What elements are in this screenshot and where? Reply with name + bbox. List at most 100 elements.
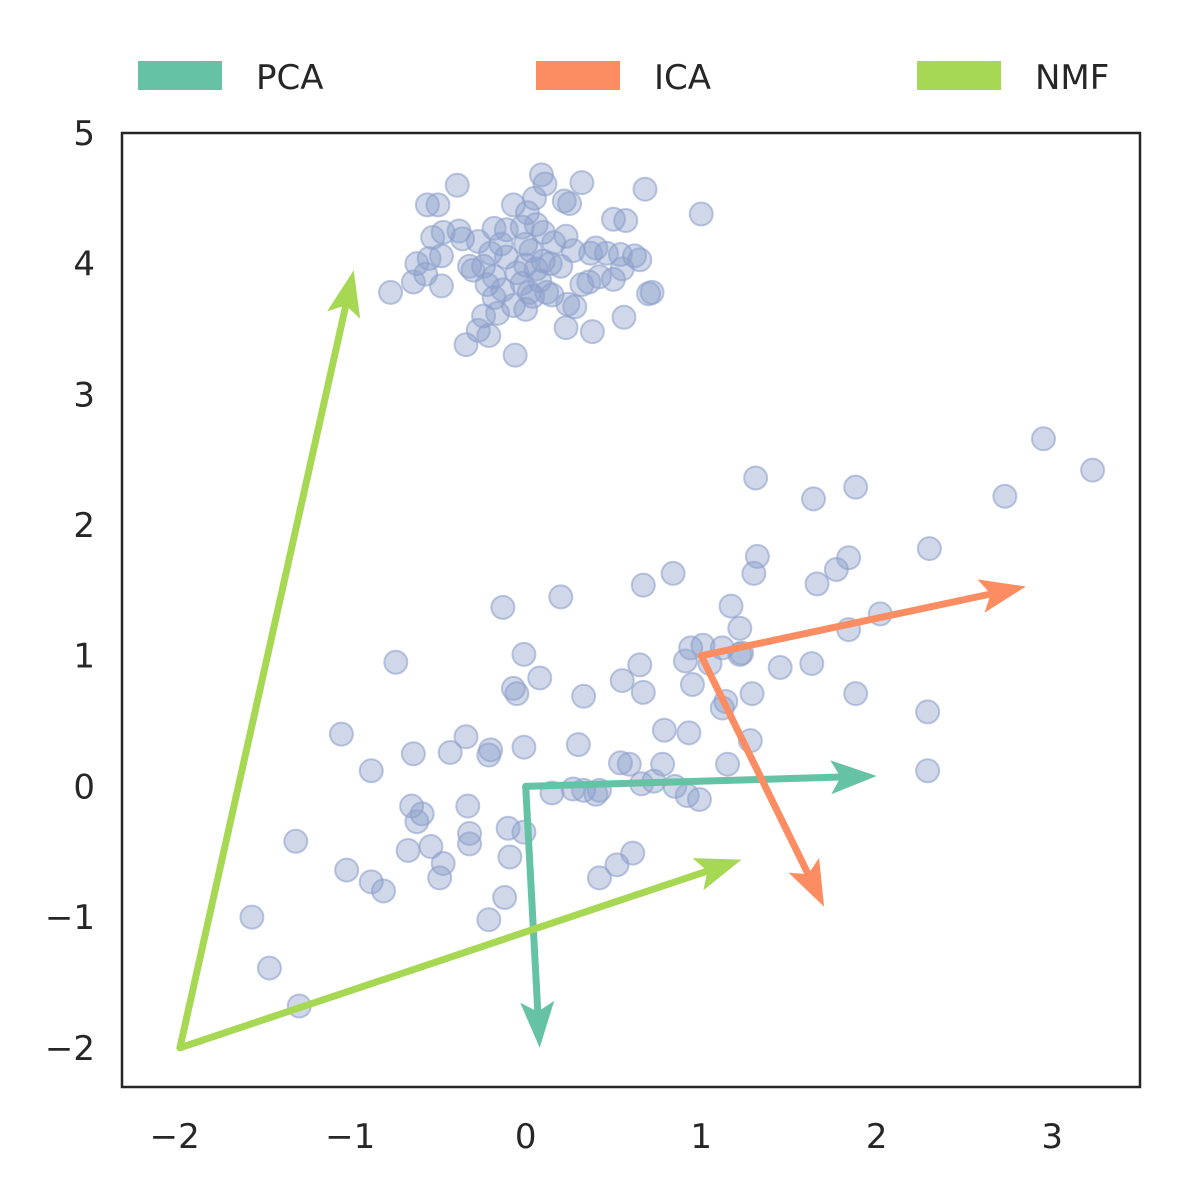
scatter-point xyxy=(823,556,849,582)
scatter-point xyxy=(651,717,677,743)
x-tick-label: −2 xyxy=(150,1117,200,1157)
scatter-point xyxy=(513,296,539,322)
scatter-point xyxy=(457,253,483,279)
vector-shaft-nmf xyxy=(176,867,711,1052)
scatter-point xyxy=(427,865,453,891)
scatter-point xyxy=(627,652,653,678)
scatter-point xyxy=(565,732,591,758)
scatter-point xyxy=(476,907,502,933)
scatter-points xyxy=(239,162,1106,1019)
x-tick-label: 3 xyxy=(1041,1117,1063,1157)
scatter-point xyxy=(727,615,753,641)
scatter-point xyxy=(457,820,483,846)
scatter-point xyxy=(492,885,518,911)
legend-swatch-nmf xyxy=(917,61,1001,90)
scatter-point xyxy=(616,751,642,777)
vector-shaft-ica xyxy=(697,590,995,660)
scatter-point xyxy=(676,720,702,746)
scatter-point xyxy=(414,192,440,218)
scatter-point xyxy=(607,750,633,776)
scatter-point xyxy=(718,593,744,619)
scatter-point xyxy=(334,857,360,883)
scatter-point xyxy=(992,483,1018,509)
y-tick-label: 2 xyxy=(73,506,95,546)
y-tick-label: −2 xyxy=(45,1029,95,1069)
vector-arrowhead-pca xyxy=(520,1000,555,1048)
scatter-point xyxy=(600,266,626,292)
scatter-point xyxy=(630,679,656,705)
scatter-point xyxy=(553,223,579,249)
scatter-point xyxy=(474,272,500,298)
y-tick-label: 4 xyxy=(73,245,95,285)
scatter-point xyxy=(358,758,384,784)
scatter-point xyxy=(453,332,479,358)
scatter-point xyxy=(679,671,705,697)
scatter-point xyxy=(604,852,630,878)
y-tick-label: 5 xyxy=(73,114,95,154)
scatter-point xyxy=(804,571,830,597)
scatter-point xyxy=(256,955,282,981)
scatter-point xyxy=(799,651,825,677)
legend-label-pca: PCA xyxy=(256,58,324,98)
scatter-point xyxy=(455,793,481,819)
scatter-point xyxy=(557,191,583,217)
y-tick-label: 1 xyxy=(73,637,95,677)
scatter-point xyxy=(239,904,265,930)
scatter-point xyxy=(843,681,869,707)
scatter-point xyxy=(569,170,595,196)
scatter-point xyxy=(500,192,526,218)
scatter-point xyxy=(428,243,454,269)
scatter-point xyxy=(553,315,579,341)
scatter-point xyxy=(418,834,444,860)
scatter-point xyxy=(688,201,714,227)
scatter-point xyxy=(395,837,421,863)
scatter-point xyxy=(497,844,523,870)
scatter-point xyxy=(450,226,476,252)
scatter-point xyxy=(430,851,456,877)
scatter-point xyxy=(576,269,602,295)
scatter-point xyxy=(400,741,426,767)
vector-shaft-ica xyxy=(697,652,812,878)
scatter-point xyxy=(801,486,827,512)
scatter-point xyxy=(502,342,528,368)
scatter-point xyxy=(686,786,712,812)
scatter-point xyxy=(579,319,605,345)
x-tick-label: −1 xyxy=(325,1117,375,1157)
scatter-point xyxy=(571,683,597,709)
scatter-point xyxy=(371,878,397,904)
scatter-point xyxy=(613,208,639,234)
x-axis-ticks: −2 −1 0 1 2 3 xyxy=(150,1117,1063,1157)
y-tick-label: −1 xyxy=(45,898,95,938)
scatter-point xyxy=(428,273,454,299)
scatter-point xyxy=(328,721,354,747)
scatter-point xyxy=(843,474,869,500)
scatter-point xyxy=(632,176,658,202)
scatter-point xyxy=(743,465,769,491)
vector-arrowhead-pca xyxy=(830,760,877,795)
plot-frame xyxy=(120,131,1142,1089)
vector-arrowhead-nmf xyxy=(692,858,742,891)
vector-arrowhead-nmf xyxy=(327,270,361,319)
scatter-point xyxy=(527,665,553,691)
vector-shaft-pca xyxy=(522,773,845,790)
scatter-point xyxy=(378,279,404,305)
scatter-point xyxy=(478,240,504,266)
legend: PCA ICA NMF xyxy=(138,58,1109,98)
scatter-point xyxy=(511,641,537,667)
x-tick-label: 0 xyxy=(515,1117,537,1157)
scatter-point xyxy=(586,865,612,891)
scatter-point xyxy=(485,300,511,326)
scatter-point xyxy=(437,739,463,765)
scatter-point xyxy=(358,869,384,895)
vector-arrowhead-ica xyxy=(977,579,1026,613)
x-tick-label: 2 xyxy=(866,1117,888,1157)
legend-label-nmf: NMF xyxy=(1035,58,1109,98)
legend-swatch-ica xyxy=(536,61,620,90)
scatter-point xyxy=(453,724,479,750)
scatter-point xyxy=(457,831,483,857)
scatter-point xyxy=(476,742,502,768)
vector-shaft-nmf xyxy=(176,301,350,1052)
scatter-point xyxy=(404,809,430,835)
scatter-point xyxy=(493,217,519,243)
